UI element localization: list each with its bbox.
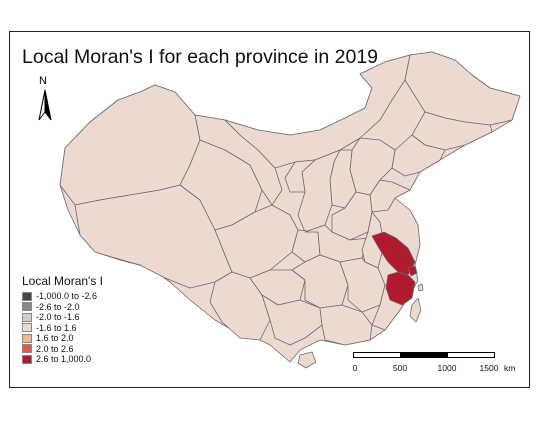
legend-swatch xyxy=(22,312,32,322)
province-shanghai xyxy=(407,265,418,277)
scale-segment xyxy=(447,352,495,358)
legend-label: 2.0 to 2.6 xyxy=(36,343,74,354)
legend-label: 2.6 to 1,000.0 xyxy=(36,354,92,365)
legend-swatch xyxy=(22,344,32,354)
scale-tick: 1000 xyxy=(437,363,457,373)
legend-item: -1,000.0 to -2.6 xyxy=(22,291,103,302)
legend: Local Moran's I -1,000.0 to -2.6 -2.6 to… xyxy=(22,274,103,365)
scale-tick: 0 xyxy=(352,363,358,373)
legend-label: -2.0 to -1.6 xyxy=(36,312,80,323)
legend-item: -2.0 to -1.6 xyxy=(22,312,103,323)
province-shandong xyxy=(369,179,411,213)
province-yunnan xyxy=(209,271,271,341)
legend-label: -1.6 to 1.6 xyxy=(36,322,77,333)
province-zhejiang xyxy=(385,271,416,306)
scale-tick: 1500 xyxy=(479,363,499,373)
legend-title: Local Moran's I xyxy=(22,274,103,288)
legend-swatch xyxy=(22,333,32,343)
legend-item: 1.6 to 2.0 xyxy=(22,333,103,344)
north-arrow-label: N xyxy=(39,75,47,87)
scale-tick: 500 xyxy=(392,363,408,373)
legend-label: -2.6 to -2.0 xyxy=(36,301,80,312)
legend-item: -2.6 to -2.0 xyxy=(22,302,103,313)
legend-swatch xyxy=(22,323,32,333)
legend-label: 1.6 to 2.0 xyxy=(36,333,74,344)
legend-label: -1,000.0 to -2.6 xyxy=(36,291,98,302)
north-arrow-icon xyxy=(38,89,52,121)
province-anhui xyxy=(361,211,385,269)
province-ningxia xyxy=(284,159,316,193)
province-guangdong xyxy=(319,304,373,346)
island-detail xyxy=(417,283,424,292)
legend-swatch xyxy=(22,291,32,301)
province-taiwan xyxy=(409,297,422,323)
map-title: Local Moran's I for each province in 201… xyxy=(22,46,379,68)
legend-swatch xyxy=(22,354,32,364)
scale-segment xyxy=(400,352,448,358)
province-hainan xyxy=(297,351,317,369)
scale-unit: km xyxy=(504,363,516,373)
legend-item: 2.0 to 2.6 xyxy=(22,344,103,355)
legend-item: 2.6 to 1,000.0 xyxy=(22,354,103,365)
scale-segment xyxy=(353,352,401,358)
legend-swatch xyxy=(22,302,32,312)
legend-item: -1.6 to 1.6 xyxy=(22,323,103,334)
